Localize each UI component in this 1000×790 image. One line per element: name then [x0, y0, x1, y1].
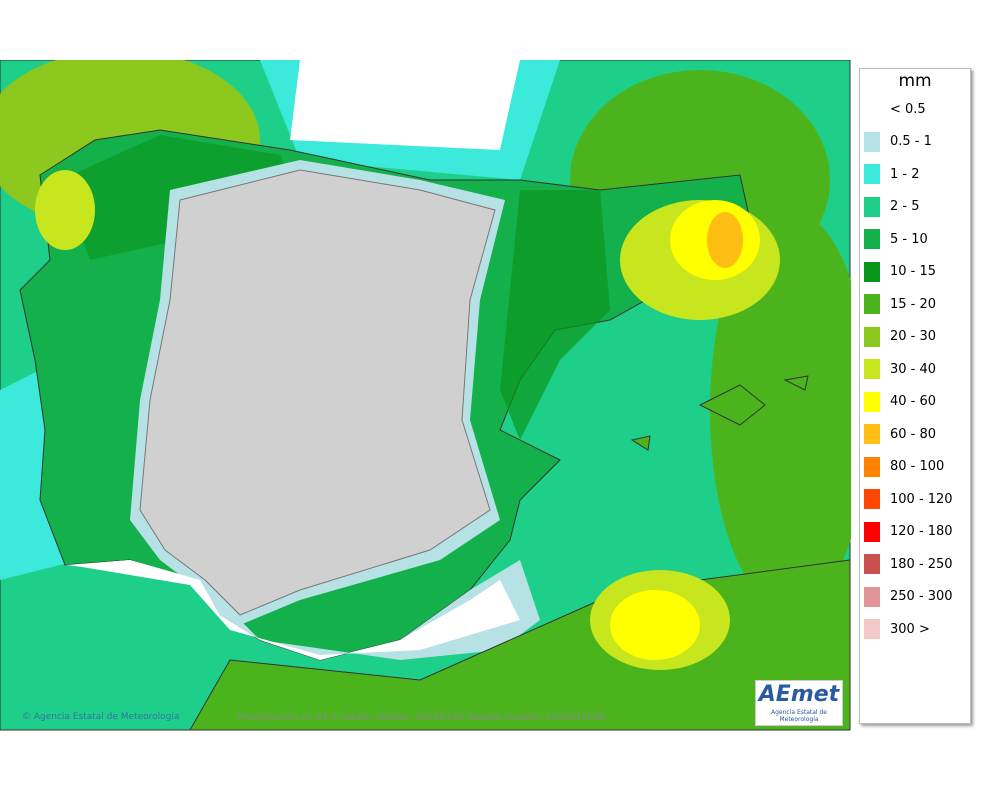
legend-row: 120 - 180	[864, 521, 953, 542]
legend-row: 300 >	[864, 619, 930, 639]
precip-area	[710, 210, 851, 610]
logo-name: AEmet	[758, 682, 840, 707]
legend-label: 2 - 5	[890, 199, 920, 214]
legend-label: 5 - 10	[890, 231, 928, 247]
dry-area	[70, 560, 520, 660]
legend-row: 40 - 60	[864, 391, 937, 412]
credit: © Agencia Estatal de Meteorología	[22, 712, 180, 722]
legend-swatch	[864, 99, 880, 119]
legend-swatch	[864, 456, 880, 477]
legend-swatch	[864, 619, 880, 639]
legend-swatch	[864, 521, 880, 542]
precip-area	[707, 212, 743, 268]
caption: Precipitación en 24 h media. Validez: 20…	[237, 712, 606, 723]
legend-label: 30 - 40	[890, 361, 937, 377]
legend-row: 5 - 10	[864, 229, 928, 249]
legend-row: 2 - 5	[864, 196, 920, 217]
legend-swatch	[864, 391, 880, 412]
legend-swatch	[864, 326, 880, 347]
legend-row: 10 - 15	[864, 261, 937, 282]
legend-label: 180 - 250	[890, 556, 953, 572]
legend-label: 250 - 300	[890, 589, 953, 604]
island	[630, 435, 651, 451]
logo: AEmet Agencia Estatal de Meteorología	[755, 680, 843, 726]
legend-label: 40 - 60	[890, 394, 937, 409]
precip-area	[500, 190, 610, 440]
legend-row: 1 - 2	[864, 164, 920, 184]
precipitation-map	[0, 60, 851, 731]
legend-row: 20 - 30	[864, 326, 937, 347]
legend-swatch	[864, 196, 880, 217]
legend-label: 300 >	[890, 621, 930, 637]
legend-title: mm	[898, 71, 932, 91]
legend-swatch	[864, 229, 880, 249]
legend-label: 10 - 15	[890, 264, 937, 279]
legend: mm < 0.5 0.5 - 1 1 - 2 2 - 5 5 - 10 10 - 15 15…	[859, 68, 971, 724]
legend-swatch	[864, 554, 880, 574]
legend-label: 0.5 - 1	[890, 134, 932, 149]
dry-land	[139, 169, 496, 616]
legend-row: 250 - 300	[864, 586, 953, 607]
legend-row: 60 - 80	[864, 424, 936, 444]
legend-row: 180 - 250	[864, 554, 953, 574]
legend-row: 100 - 120	[864, 489, 953, 509]
legend-label: 1 - 2	[890, 166, 920, 182]
legend-swatch	[864, 359, 880, 379]
legend-label: < 0.5	[890, 101, 926, 117]
legend-label: 20 - 30	[890, 329, 937, 344]
legend-row: 80 - 100	[864, 456, 945, 477]
legend-label: 120 - 180	[890, 524, 953, 539]
legend-swatch	[864, 586, 880, 607]
legend-row: < 0.5	[864, 99, 926, 119]
legend-swatch	[864, 489, 880, 509]
logo-subtitle: Agencia Estatal de Meteorología	[770, 709, 827, 723]
island	[783, 375, 809, 391]
legend-label: 100 - 120	[890, 491, 953, 507]
legend-label: 15 - 20	[890, 296, 937, 312]
legend-swatch	[864, 164, 880, 184]
legend-label: 60 - 80	[890, 426, 937, 442]
precip-area	[610, 590, 700, 660]
legend-swatch	[864, 424, 880, 444]
island	[698, 384, 766, 426]
legend-swatch	[864, 294, 880, 314]
dry-area	[290, 60, 520, 150]
legend-row: 0.5 - 1	[864, 131, 932, 152]
legend-row: 30 - 40	[864, 359, 936, 379]
precip-area	[35, 170, 95, 250]
legend-label: 80 - 100	[890, 459, 945, 474]
legend-row: 15 - 20	[864, 294, 936, 314]
legend-swatch	[864, 131, 880, 152]
legend-swatch	[864, 261, 880, 282]
